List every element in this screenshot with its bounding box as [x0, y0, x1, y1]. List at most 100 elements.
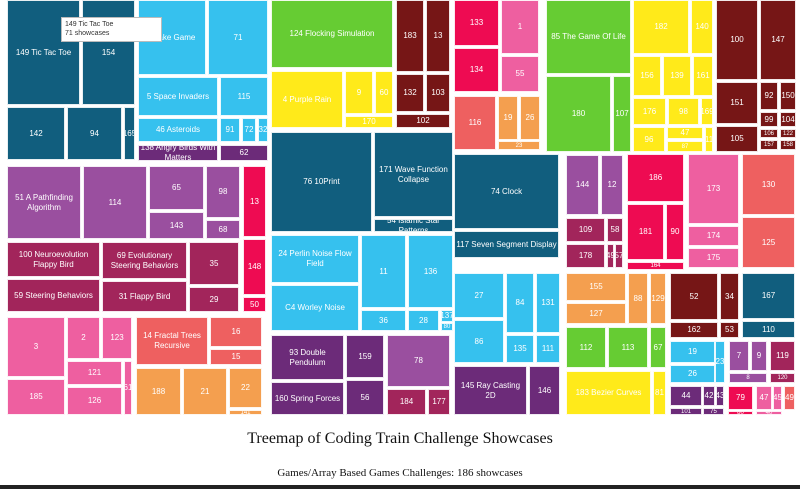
treemap-cell[interactable]: 57 [615, 244, 623, 268]
treemap-cell[interactable]: 101 [670, 408, 702, 415]
treemap-cell[interactable]: 9 [345, 71, 373, 114]
treemap-cell[interactable]: 3 [7, 317, 65, 377]
treemap-cell[interactable]: 165 [124, 107, 135, 160]
treemap-cell[interactable]: 44 [670, 386, 702, 406]
treemap-cell[interactable]: 154 [82, 0, 135, 105]
treemap-cell[interactable]: C4 Worley Noise [271, 285, 359, 331]
treemap-cell[interactable]: 127 [566, 303, 626, 324]
treemap-cell[interactable]: 75 [703, 408, 724, 415]
treemap-cell[interactable]: 161 [693, 56, 713, 96]
treemap-cell[interactable]: 114 [83, 166, 147, 239]
treemap-cell[interactable]: 102 [396, 114, 450, 128]
treemap-cell[interactable]: 22 [229, 368, 262, 408]
treemap-cell[interactable]: 59 Steering Behaviors [7, 279, 100, 312]
treemap-cell[interactable]: 49 [607, 244, 614, 268]
treemap-cell[interactable]: 132 [396, 74, 424, 112]
treemap-cell[interactable]: 117 Seven Segment Display [454, 231, 559, 258]
treemap-cell[interactable]: 137 [441, 310, 453, 322]
treemap-cell[interactable]: 27 [454, 273, 504, 318]
treemap-cell[interactable]: 7 [729, 341, 749, 371]
treemap-cell[interactable]: 67 [650, 327, 666, 368]
treemap-cell[interactable]: 147 [760, 0, 796, 80]
treemap-cell[interactable]: 159 [346, 335, 384, 378]
treemap-cell[interactable]: 182 [633, 0, 689, 54]
treemap-cell[interactable]: 12 [601, 155, 623, 215]
treemap-cell[interactable]: 49 [784, 386, 795, 410]
treemap-cell[interactable]: 177 [428, 389, 450, 415]
treemap-cell[interactable]: 131 [536, 273, 560, 333]
treemap-cell[interactable]: 124 Flocking Simulation [271, 0, 393, 68]
treemap-cell[interactable]: 138 Angry Birds With Matters [138, 145, 218, 161]
treemap-cell[interactable]: 36 [361, 310, 406, 331]
treemap-cell[interactable]: 180 [546, 76, 611, 152]
treemap-cell[interactable]: 98 [668, 98, 699, 125]
treemap-cell[interactable]: 155 [566, 273, 626, 301]
treemap-cell[interactable]: 129 [650, 273, 666, 324]
treemap-cell[interactable]: 99 [760, 112, 778, 127]
treemap-cell[interactable]: 144 [566, 155, 599, 215]
treemap-cell[interactable]: 76 10Print [271, 132, 372, 232]
treemap-cell[interactable]: 94 [67, 107, 122, 160]
treemap-cell[interactable]: 122 [780, 129, 796, 138]
treemap-cell[interactable]: 35 [189, 242, 239, 285]
treemap-cell[interactable]: 21 [183, 368, 227, 415]
treemap-cell[interactable]: 5 Space Invaders [138, 77, 218, 116]
treemap-cell[interactable]: 171 Wave Function Collapse [374, 132, 453, 217]
treemap-cell[interactable]: 105 [716, 126, 758, 152]
treemap-cell[interactable]: 160 Spring Forces [271, 382, 344, 415]
treemap-cell[interactable]: 1 [501, 0, 539, 54]
treemap-cell[interactable]: 178 [566, 244, 605, 268]
treemap-cell[interactable]: 183 Bezier Curves [566, 371, 651, 415]
treemap-cell[interactable]: 157 [760, 140, 778, 150]
treemap-cell[interactable]: 111 [536, 335, 560, 363]
treemap-cell[interactable]: 29 [189, 287, 239, 312]
treemap-cell[interactable]: 119 [770, 341, 795, 371]
treemap-cell[interactable]: 14 Fractal Trees Recursive [136, 317, 208, 365]
treemap-cell[interactable]: 90 [666, 204, 684, 260]
treemap-cell[interactable]: 15 [210, 349, 262, 365]
treemap-cell[interactable]: 11 [361, 235, 406, 308]
treemap-cell[interactable]: 88 [628, 273, 648, 324]
treemap-cell[interactable]: 130 [742, 154, 795, 215]
treemap-cell[interactable]: 55 [501, 56, 539, 92]
treemap-cell[interactable]: 100 Neuroevolution Flappy Bird [7, 242, 100, 277]
treemap-cell[interactable]: 13 [243, 166, 266, 237]
treemap-cell[interactable]: 11 [705, 127, 713, 152]
treemap-cell[interactable]: 167 [742, 273, 795, 319]
treemap-cell[interactable]: 170 [345, 116, 393, 128]
treemap-cell[interactable]: 69 Evolutionary Steering Behaviors [102, 242, 187, 279]
treemap-cell[interactable]: 19 [670, 341, 715, 363]
treemap-cell[interactable]: 50 [243, 297, 266, 312]
treemap-cell[interactable]: 31 Flappy Bird [102, 281, 187, 312]
treemap-cell[interactable]: 123 [102, 317, 132, 359]
treemap-cell[interactable]: 151 [716, 82, 758, 124]
treemap-cell[interactable]: 116 [454, 96, 496, 150]
treemap-cell[interactable]: 84 [506, 273, 534, 333]
treemap-cell[interactable]: 81 [653, 371, 666, 415]
treemap-cell[interactable]: 23 [715, 341, 725, 383]
treemap-cell[interactable]: 28 [408, 310, 439, 331]
treemap-cell[interactable]: 32 [258, 118, 268, 142]
treemap-cell[interactable]: 56 [346, 380, 384, 415]
treemap-cell[interactable]: 80 [728, 411, 753, 415]
treemap-cell[interactable]: 107 [613, 76, 631, 152]
treemap-cell[interactable]: 184 [387, 389, 426, 415]
treemap-cell[interactable]: 174 [688, 226, 739, 246]
treemap-cell[interactable]: 62 [220, 145, 268, 161]
treemap-cell[interactable]: 8 [729, 373, 767, 383]
treemap-cell[interactable]: 120 [770, 373, 795, 383]
treemap-cell[interactable]: 140 [691, 0, 713, 54]
treemap-cell[interactable]: 24 Perlin Noise Flow Field [271, 235, 359, 283]
treemap-cell[interactable]: 146 [529, 366, 560, 415]
treemap-cell[interactable]: 126 [67, 387, 122, 415]
treemap-cell[interactable]: 156 [633, 56, 661, 96]
treemap-cell[interactable]: 61 [124, 361, 132, 415]
treemap-cell[interactable]: 164 [627, 262, 684, 270]
treemap-cell[interactable]: 162 [670, 322, 718, 338]
treemap-cell[interactable]: 71 [208, 0, 268, 75]
treemap-cell[interactable]: 79 [728, 386, 753, 410]
treemap-cell[interactable]: 13 [426, 0, 450, 72]
treemap-cell[interactable]: 42 [703, 386, 715, 406]
treemap-cell[interactable]: 104 [780, 112, 796, 127]
treemap-cell[interactable]: 9 [751, 341, 767, 371]
